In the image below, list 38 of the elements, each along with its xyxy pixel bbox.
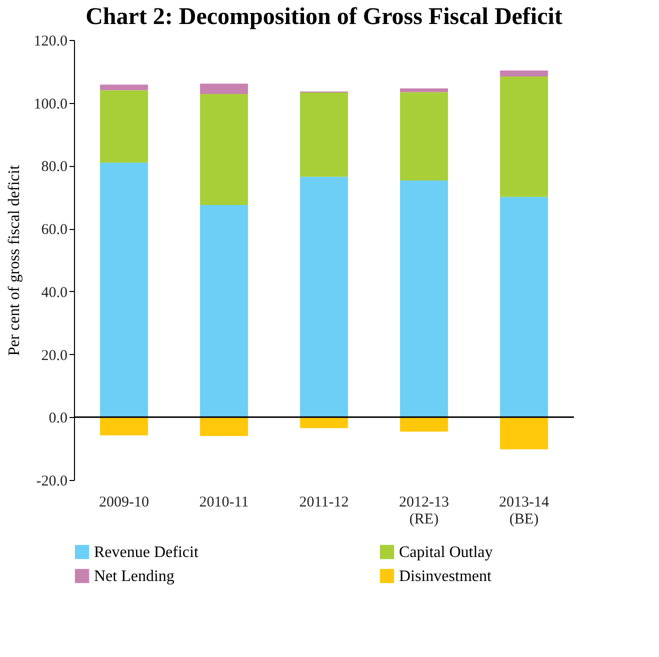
y-tick-label: -20.0 [36,474,68,490]
bar [400,92,448,180]
chart-title: Chart 2: Decomposition of Gross Fiscal Deficit [86,4,562,30]
x-tick-label: 2012-13 (RE) [399,494,449,528]
bar [400,180,448,418]
x-tick-label: 2010-11 [199,494,249,510]
y-tick-label: 80.0 [41,159,68,176]
bar [500,76,548,197]
y-tick-label: 100.0 [34,96,68,112]
bar [200,417,248,436]
legend-label: Capital Outlay [399,544,493,561]
bar [100,417,148,436]
y-tick-label: 20.0 [41,348,68,364]
y-tick-label: 60.0 [41,222,68,238]
y-axis-title: Per cent of gross fiscal deficit [6,164,23,356]
bar [300,417,348,428]
x-tick-label: 2013-14 (BE) [499,494,550,528]
legend-label: Revenue Deficit [94,544,199,561]
bar [400,88,448,92]
bar [100,84,148,90]
bar [300,176,348,418]
legend-label: Net Lending [94,568,174,585]
bar [500,70,548,76]
bar [500,417,548,450]
legend-label: Disinvestment [399,568,492,585]
x-tick-label: 2011-12 [299,494,349,510]
x-tick-label: 2009-10 [99,494,149,510]
bar [200,94,248,205]
bar [500,196,548,418]
y-tick-label: 120.0 [34,34,68,50]
bar [200,205,248,418]
y-tick-label: 0.0 [48,410,68,427]
y-tick-label: 40.0 [41,284,68,301]
bar [200,84,248,94]
bar [400,417,448,432]
bar [100,162,148,418]
bar [100,90,148,163]
bar [300,92,348,177]
